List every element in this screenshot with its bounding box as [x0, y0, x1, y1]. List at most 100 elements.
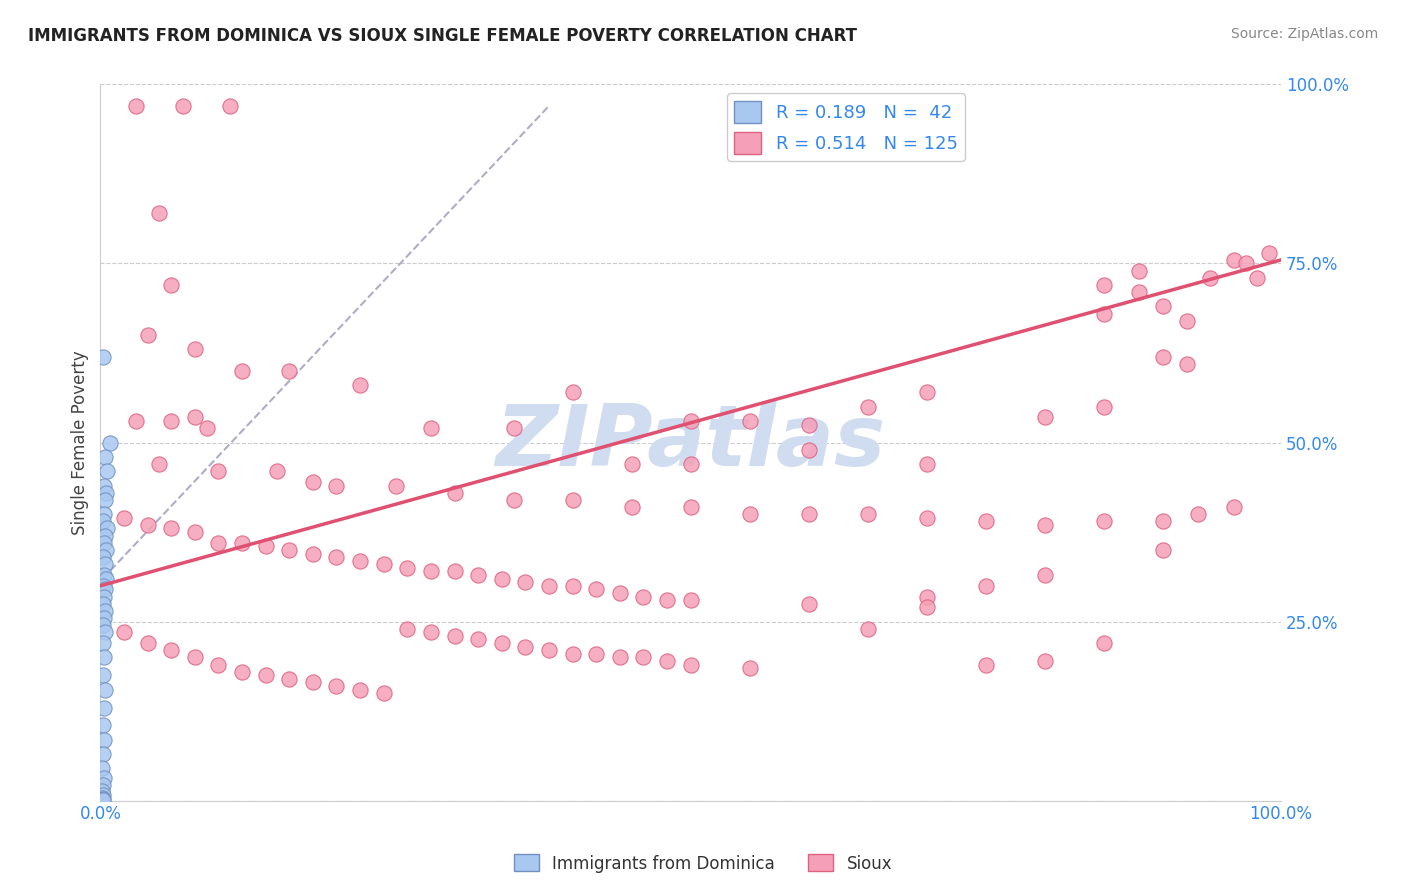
Point: [325, 550, 347, 565]
Text: ZIPatlas: ZIPatlas: [495, 401, 886, 484]
Point: [91, 350, 114, 364]
Point: [91, 618, 114, 632]
Point: [93, 650, 115, 665]
Point: [266, 464, 288, 478]
Point: [325, 679, 347, 693]
Point: [278, 364, 301, 378]
Point: [585, 582, 607, 597]
Point: [797, 507, 820, 521]
Point: [974, 579, 997, 593]
Point: [93, 478, 115, 492]
Legend: R = 0.189   N =  42, R = 0.514   N = 125: R = 0.189 N = 42, R = 0.514 N = 125: [727, 94, 965, 161]
Point: [125, 414, 148, 428]
Point: [1033, 410, 1056, 425]
Point: [845, 99, 868, 113]
Point: [278, 672, 301, 686]
Point: [537, 579, 560, 593]
Text: Source: ZipAtlas.com: Source: ZipAtlas.com: [1230, 27, 1378, 41]
Point: [91, 579, 114, 593]
Point: [797, 442, 820, 457]
Point: [1092, 307, 1115, 321]
Point: [1175, 314, 1198, 328]
Point: [974, 657, 997, 672]
Y-axis label: Single Female Poverty: Single Female Poverty: [72, 351, 89, 535]
Point: [1258, 245, 1281, 260]
Point: [94, 582, 117, 597]
Point: [90, 783, 112, 797]
Point: [231, 665, 253, 679]
Point: [302, 675, 325, 690]
Point: [302, 547, 325, 561]
Point: [94, 625, 117, 640]
Point: [373, 558, 395, 572]
Point: [491, 572, 513, 586]
Point: [91, 747, 114, 761]
Point: [633, 590, 655, 604]
Point: [655, 654, 678, 668]
Point: [349, 378, 371, 392]
Point: [184, 410, 207, 425]
Point: [974, 514, 997, 528]
Point: [1092, 636, 1115, 650]
Point: [1033, 568, 1056, 582]
Point: [98, 435, 121, 450]
Point: [1033, 517, 1056, 532]
Point: [443, 485, 465, 500]
Point: [136, 328, 159, 343]
Point: [93, 536, 115, 550]
Point: [325, 478, 347, 492]
Point: [515, 640, 537, 654]
Point: [1033, 654, 1056, 668]
Point: [797, 417, 820, 432]
Point: [467, 568, 489, 582]
Point: [1152, 514, 1174, 528]
Point: [254, 540, 277, 554]
Point: [1222, 500, 1244, 514]
Point: [561, 492, 583, 507]
Point: [1246, 270, 1268, 285]
Point: [93, 590, 115, 604]
Point: [585, 647, 607, 661]
Point: [94, 450, 117, 464]
Point: [1234, 256, 1257, 270]
Point: [1187, 507, 1209, 521]
Point: [96, 572, 118, 586]
Point: [856, 622, 879, 636]
Point: [633, 650, 655, 665]
Point: [349, 554, 371, 568]
Point: [679, 457, 702, 471]
Point: [93, 771, 115, 785]
Point: [231, 364, 253, 378]
Point: [91, 792, 114, 806]
Point: [91, 788, 114, 802]
Point: [561, 647, 583, 661]
Point: [1092, 400, 1115, 414]
Point: [160, 643, 183, 657]
Point: [609, 650, 631, 665]
Point: [94, 604, 117, 618]
Point: [125, 99, 148, 113]
Point: [231, 536, 253, 550]
Point: [373, 686, 395, 700]
Point: [620, 500, 643, 514]
Point: [679, 500, 702, 514]
Point: [443, 565, 465, 579]
Point: [384, 478, 406, 492]
Point: [91, 597, 114, 611]
Point: [561, 579, 583, 593]
Point: [94, 682, 117, 697]
Point: [184, 524, 207, 539]
Point: [93, 732, 115, 747]
Point: [96, 521, 118, 535]
Point: [502, 492, 524, 507]
Point: [93, 611, 115, 625]
Point: [96, 464, 118, 478]
Point: [856, 507, 879, 521]
Point: [184, 343, 207, 357]
Point: [160, 414, 183, 428]
Point: [467, 632, 489, 647]
Point: [195, 421, 218, 435]
Point: [94, 492, 117, 507]
Point: [184, 650, 207, 665]
Point: [915, 385, 938, 400]
